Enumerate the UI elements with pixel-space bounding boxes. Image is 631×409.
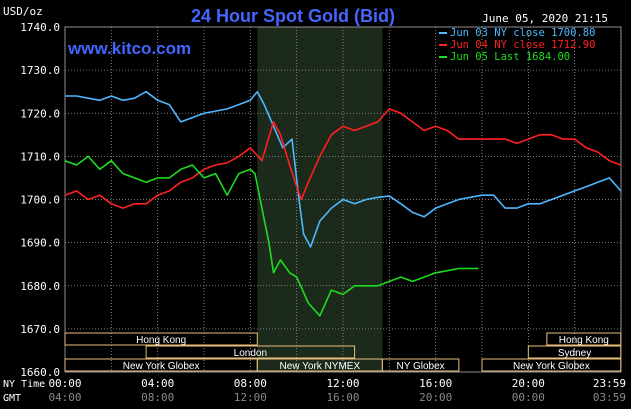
series-line bbox=[64, 155, 479, 317]
nymex-session-band bbox=[257, 27, 383, 372]
y-axis: 1740.0 1730.0 1720.0 1710.0 1700.0 1690.0 1680… bbox=[20, 21, 60, 379]
legend-swatch bbox=[439, 32, 447, 34]
series-line bbox=[64, 108, 622, 209]
x-tick-label-ny: 12:00 bbox=[326, 377, 359, 390]
chart-grid bbox=[64, 26, 622, 373]
gmt-row-label: GMT bbox=[3, 393, 21, 404]
website-label: www.kitco.com bbox=[67, 39, 191, 58]
legend-swatch bbox=[439, 44, 447, 46]
market-session-label: New York Globex bbox=[513, 361, 590, 372]
x-tick-label-gmt: 08:00 bbox=[141, 391, 174, 404]
x-tick-label-gmt: 04:00 bbox=[48, 391, 81, 404]
y-tick-label: 1730.0 bbox=[20, 64, 60, 77]
x-tick-label-gmt: 03:59 bbox=[593, 391, 626, 404]
market-session-box bbox=[527, 345, 622, 359]
plot-frame bbox=[64, 26, 622, 373]
x-tick-label-gmt: 20:00 bbox=[419, 391, 452, 404]
series-line bbox=[65, 90, 622, 248]
y-tick-label: 1720.0 bbox=[20, 107, 60, 120]
x-tick-label-ny: 00:00 bbox=[48, 377, 81, 390]
y-tick-label: 1690.0 bbox=[20, 237, 60, 250]
x-tick-label-ny: 08:00 bbox=[234, 377, 267, 390]
y-unit-label: USD/oz bbox=[3, 5, 43, 18]
y-tick-label: 1680.0 bbox=[20, 280, 60, 293]
y-tick-label: 1660.0 bbox=[20, 366, 60, 379]
market-session-box bbox=[546, 332, 622, 346]
market-session-label: Sydney bbox=[558, 348, 591, 359]
market-session-box bbox=[64, 332, 258, 346]
x-tick-label-gmt: 16:00 bbox=[326, 391, 359, 404]
x-tick-label-gmt: 00:00 bbox=[512, 391, 545, 404]
chart-title: 24 Hour Spot Gold (Bid) bbox=[191, 6, 395, 26]
x-tick-label-ny: 16:00 bbox=[419, 377, 452, 390]
x-tick-label-gmt: 12:00 bbox=[234, 391, 267, 404]
market-session-box bbox=[481, 358, 622, 372]
x-tick-label-ny: 23:59 bbox=[593, 377, 626, 390]
legend-entry: Jun 03 NY close 1700.80 bbox=[450, 27, 595, 39]
y-tick-label: 1710.0 bbox=[20, 150, 60, 163]
legend-swatch bbox=[439, 56, 447, 58]
y-tick-label: 1700.0 bbox=[20, 194, 60, 207]
market-session-label: London bbox=[234, 348, 267, 359]
x-tick-label-ny: 04:00 bbox=[141, 377, 174, 390]
x-axis: 00:00 04:00 08:00 12:00 16:00 20:00 23:5904:00… bbox=[48, 377, 626, 404]
market-session-label: New York Globex bbox=[123, 361, 200, 372]
market-session-label: NY Globex bbox=[397, 361, 445, 372]
y-tick-label: 1740.0 bbox=[20, 21, 60, 34]
y-tick-label: 1670.0 bbox=[20, 323, 60, 336]
market-session-box bbox=[381, 358, 460, 372]
market-session-box bbox=[145, 345, 356, 359]
market-sessions: Hong Kong London New York Globex New York N… bbox=[64, 332, 622, 372]
price-series bbox=[64, 90, 622, 317]
market-session-label: New York NYMEX bbox=[280, 361, 361, 372]
market-session-label: Hong Kong bbox=[559, 335, 609, 346]
legend-entry: Jun 05 Last 1684.00 bbox=[450, 51, 570, 63]
x-tick-label-ny: 20:00 bbox=[512, 377, 545, 390]
ny-time-row-label: NY Time bbox=[3, 379, 45, 390]
market-session-label: Hong Kong bbox=[136, 335, 186, 346]
nymex-band-rect bbox=[257, 27, 383, 372]
legend-entry: Jun 04 NY close 1712.90 bbox=[450, 39, 595, 51]
timestamp: June 05, 2020 21:15 bbox=[482, 12, 608, 25]
